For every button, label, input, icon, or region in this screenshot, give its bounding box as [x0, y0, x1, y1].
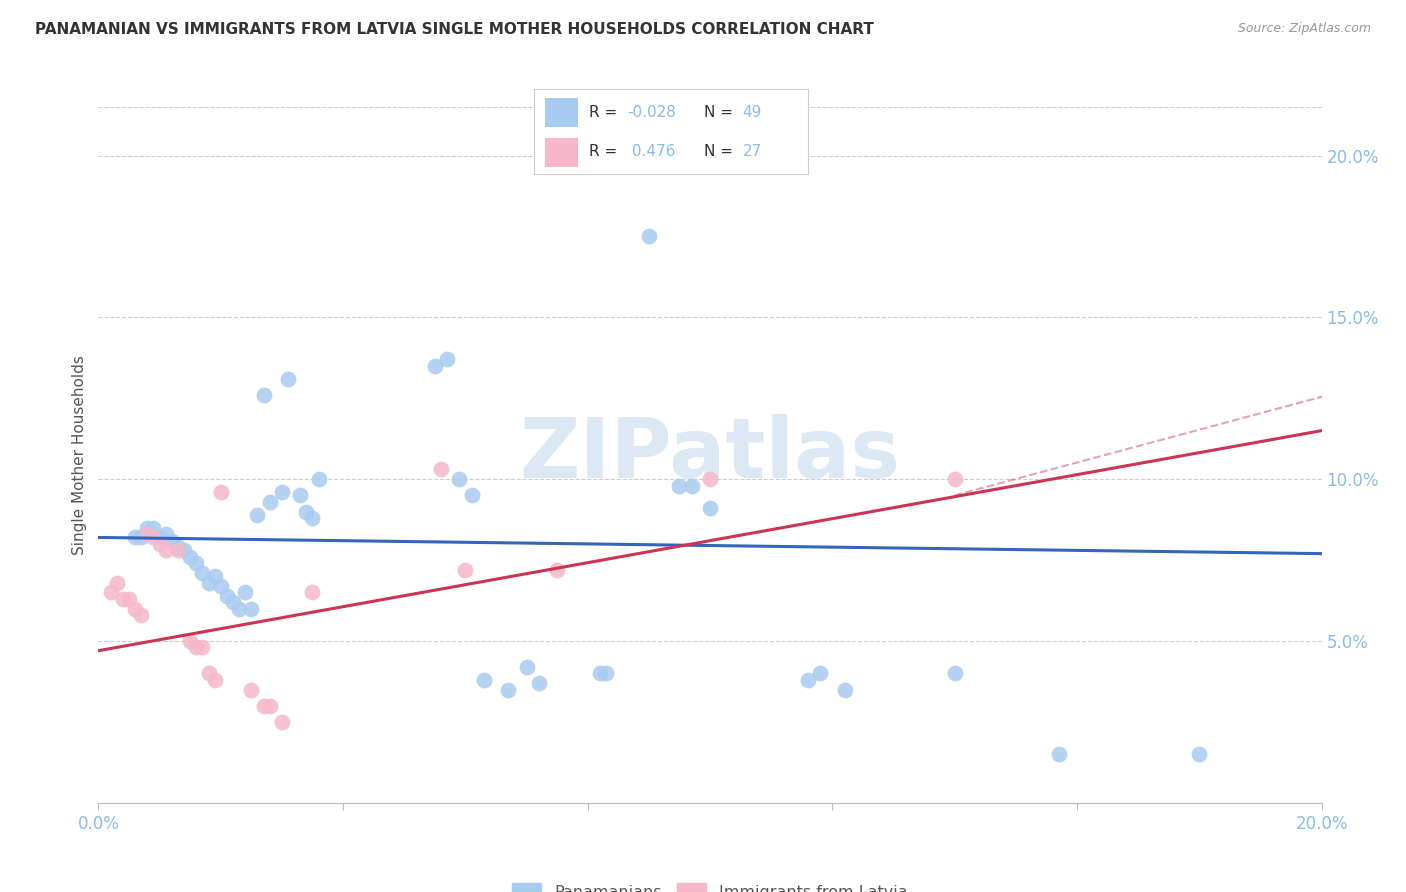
Point — [204, 569, 226, 583]
Point — [111, 591, 134, 606]
Point — [105, 575, 128, 590]
Y-axis label: Single Mother Households: Single Mother Households — [72, 355, 87, 555]
Point — [301, 585, 323, 599]
Point — [240, 682, 263, 697]
Point — [222, 595, 245, 609]
Point — [270, 485, 292, 500]
Point — [595, 666, 617, 681]
Point — [460, 488, 482, 502]
Point — [681, 478, 703, 492]
Text: 27: 27 — [742, 145, 762, 160]
Text: Source: ZipAtlas.com: Source: ZipAtlas.com — [1237, 22, 1371, 36]
Point — [430, 462, 453, 476]
Point — [259, 495, 281, 509]
Point — [160, 533, 183, 548]
Text: N =: N = — [704, 145, 738, 160]
Point — [197, 575, 219, 590]
Point — [1188, 747, 1211, 762]
Point — [129, 531, 152, 545]
Text: N =: N = — [704, 104, 738, 120]
Point — [233, 585, 256, 599]
Point — [209, 485, 232, 500]
Text: ZIPatlas: ZIPatlas — [520, 415, 900, 495]
Point — [423, 359, 446, 373]
Point — [943, 472, 966, 486]
Point — [179, 549, 201, 564]
Point — [142, 521, 165, 535]
Point — [270, 714, 292, 729]
Point — [252, 388, 274, 402]
Point — [191, 566, 214, 580]
Point — [228, 601, 250, 615]
Point — [142, 531, 165, 545]
Point — [436, 352, 458, 367]
Point — [155, 543, 177, 558]
Point — [668, 478, 690, 492]
Point — [295, 504, 318, 518]
Point — [546, 563, 568, 577]
Point — [699, 501, 721, 516]
Point — [808, 666, 831, 681]
Point — [186, 557, 208, 571]
Point — [100, 585, 122, 599]
Point — [209, 579, 232, 593]
Legend: Panamanians, Immigrants from Latvia: Panamanians, Immigrants from Latvia — [506, 877, 914, 892]
Point — [215, 589, 238, 603]
Point — [149, 531, 172, 545]
Point — [589, 666, 612, 681]
Point — [290, 488, 312, 502]
Point — [699, 472, 721, 486]
Text: 0.476: 0.476 — [627, 145, 676, 160]
Point — [124, 601, 146, 615]
FancyBboxPatch shape — [546, 137, 578, 167]
Point — [516, 660, 538, 674]
Point — [834, 682, 856, 697]
Point — [240, 601, 263, 615]
Text: 49: 49 — [742, 104, 762, 120]
Point — [136, 527, 159, 541]
Point — [797, 673, 820, 687]
Text: PANAMANIAN VS IMMIGRANTS FROM LATVIA SINGLE MOTHER HOUSEHOLDS CORRELATION CHART: PANAMANIAN VS IMMIGRANTS FROM LATVIA SIN… — [35, 22, 875, 37]
Point — [301, 511, 323, 525]
Point — [149, 537, 172, 551]
Point — [943, 666, 966, 681]
Point — [191, 640, 214, 655]
Point — [197, 666, 219, 681]
Point — [259, 698, 281, 713]
Point — [186, 640, 208, 655]
Point — [454, 563, 477, 577]
Point — [637, 229, 661, 244]
Point — [129, 608, 152, 623]
Point — [496, 682, 519, 697]
Point — [204, 673, 226, 687]
Point — [472, 673, 495, 687]
Point — [118, 591, 141, 606]
Point — [277, 372, 299, 386]
Point — [252, 698, 274, 713]
Point — [1047, 747, 1070, 762]
FancyBboxPatch shape — [546, 98, 578, 128]
Point — [124, 531, 146, 545]
Text: R =: R = — [589, 104, 623, 120]
Text: -0.028: -0.028 — [627, 104, 676, 120]
Point — [246, 508, 269, 522]
Point — [167, 540, 190, 554]
Point — [527, 676, 550, 690]
Point — [308, 472, 330, 486]
Point — [155, 527, 177, 541]
Point — [173, 543, 195, 558]
Point — [179, 634, 201, 648]
Point — [167, 543, 190, 558]
Point — [449, 472, 471, 486]
Point — [136, 521, 159, 535]
Text: R =: R = — [589, 145, 623, 160]
